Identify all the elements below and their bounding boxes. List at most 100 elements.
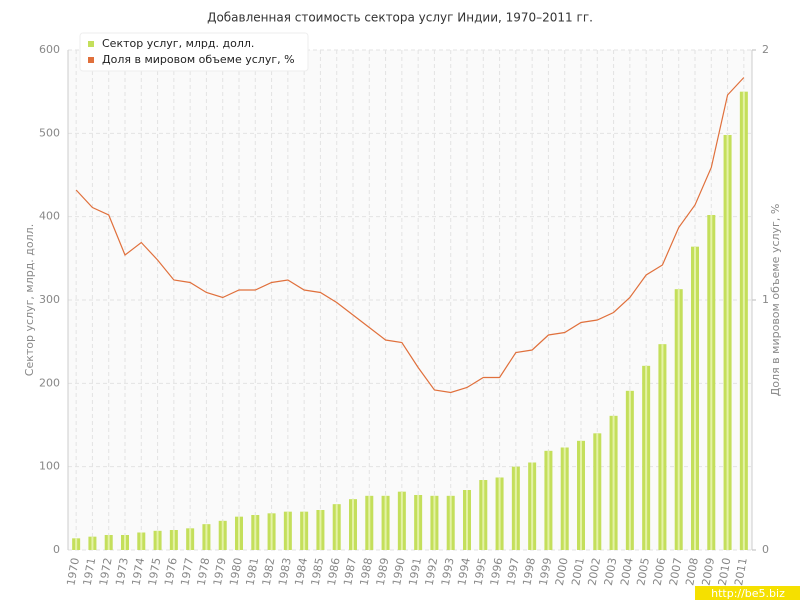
- x-tick-label: 1971: [81, 557, 99, 587]
- bar-highlight: [677, 289, 680, 550]
- bar-highlight: [580, 440, 582, 550]
- legend-box: [79, 32, 309, 72]
- bar-highlight: [352, 499, 354, 550]
- bar-highlight: [498, 477, 501, 550]
- x-tick-label: 2004: [618, 557, 636, 587]
- x-tick-label: 1978: [195, 557, 213, 587]
- x-tick-label: 1984: [292, 557, 310, 587]
- x-tick-label: 1995: [472, 557, 490, 587]
- bar-highlight: [645, 365, 648, 550]
- bar-highlight: [238, 516, 240, 550]
- legend-label: Сектор услуг, млрд. долл.: [102, 37, 254, 50]
- x-tick-label: 1982: [260, 557, 278, 587]
- y2-tick-label: 1: [762, 293, 769, 306]
- x-tick-label: 1972: [97, 557, 115, 587]
- bar-highlight: [75, 538, 78, 550]
- x-tick-label: 1991: [406, 557, 424, 587]
- legend-swatch: [88, 57, 94, 63]
- bar-highlight: [140, 532, 143, 550]
- chart-title: Добавленная стоимость сектора услуг Инди…: [207, 11, 593, 25]
- x-tick-label: 1977: [178, 557, 196, 587]
- bar-highlight: [107, 535, 110, 550]
- y-tick-label: 200: [39, 376, 60, 389]
- y-axis-title: Сектор услуг, млрд. долл.: [23, 224, 36, 376]
- bar-highlight: [433, 495, 436, 550]
- bar-highlight: [531, 462, 534, 550]
- x-tick-label: 1987: [341, 557, 359, 587]
- y-tick-label: 500: [39, 126, 60, 139]
- x-tick-label: 1990: [390, 557, 408, 587]
- x-tick-label: 2000: [553, 557, 571, 587]
- bar-highlight: [270, 513, 273, 550]
- x-tick-label: 2007: [667, 557, 685, 587]
- bar-highlight: [335, 504, 338, 550]
- bar-highlight: [189, 528, 192, 550]
- bar-highlight: [694, 246, 696, 550]
- y-tick-label: 300: [39, 293, 60, 306]
- y-tick-label: 600: [39, 43, 60, 56]
- bar-highlight: [563, 447, 566, 550]
- x-tick-label: 2002: [586, 557, 604, 587]
- watermark-box: [695, 586, 800, 600]
- y2-tick-label: 2: [762, 43, 769, 56]
- x-tick-label: 1986: [325, 557, 343, 587]
- x-tick-label: 1996: [488, 557, 506, 587]
- bar-highlight: [628, 390, 631, 550]
- watermark: http://be5.biz: [711, 587, 785, 600]
- x-tick-label: 1979: [211, 557, 229, 587]
- x-tick-label: 1974: [130, 557, 148, 587]
- bar-highlight: [384, 495, 387, 550]
- bar-highlight: [124, 535, 126, 550]
- bar-highlight: [726, 135, 729, 550]
- x-tick-label: 1980: [227, 557, 245, 587]
- bar-highlight: [156, 530, 159, 550]
- x-tick-label: 2003: [602, 557, 620, 587]
- x-tick-label: 1993: [439, 557, 457, 587]
- x-tick-label: 2011: [732, 557, 750, 587]
- bar-highlight: [400, 491, 403, 550]
- bar-highlight: [91, 536, 94, 550]
- bar-highlight: [417, 495, 420, 550]
- bar-highlight: [482, 480, 485, 550]
- x-tick-label: 2009: [700, 557, 718, 587]
- bar-highlight: [303, 511, 306, 550]
- x-tick-label: 1985: [309, 557, 327, 587]
- bar-highlight: [319, 510, 322, 550]
- bar-highlight: [742, 91, 745, 551]
- bar-highlight: [466, 490, 468, 550]
- x-tick-label: 1975: [146, 557, 164, 587]
- bar-highlight: [254, 515, 257, 550]
- x-tick-label: 2006: [651, 557, 669, 587]
- x-tick-label: 1981: [244, 557, 262, 587]
- bar-highlight: [205, 524, 208, 550]
- x-tick-label: 1973: [113, 557, 131, 587]
- x-tick-label: 1976: [162, 557, 180, 587]
- x-tick-label: 1999: [537, 557, 555, 587]
- bar-highlight: [514, 466, 517, 550]
- x-tick-label: 2005: [634, 557, 652, 587]
- bar-highlight: [547, 450, 550, 550]
- y-tick-label: 0: [53, 543, 60, 556]
- legend-swatch: [88, 41, 94, 47]
- x-tick-label: 2001: [569, 557, 587, 587]
- bar-highlight: [286, 511, 289, 550]
- bar-highlight: [596, 433, 599, 550]
- x-tick-label: 2010: [716, 557, 734, 587]
- bar-highlight: [710, 215, 713, 550]
- x-tick-label: 1994: [455, 557, 473, 587]
- bar-highlight: [449, 495, 452, 550]
- x-tick-label: 2008: [683, 557, 701, 587]
- x-tick-label: 1983: [276, 557, 294, 587]
- y2-tick-label: 0: [762, 543, 769, 556]
- line: [75, 77, 745, 394]
- bar-highlight: [172, 530, 175, 550]
- bar-highlight: [368, 495, 371, 550]
- y-tick-label: 400: [39, 210, 60, 223]
- x-tick-label: 1998: [520, 557, 538, 587]
- bar-highlight: [221, 520, 224, 550]
- x-tick-label: 1970: [64, 557, 82, 587]
- legend-label: Доля в мировом объеме услуг, %: [102, 53, 295, 66]
- y2-axis-title: Доля в мировом объеме услуг, %: [769, 204, 782, 397]
- bar-highlight: [661, 344, 664, 550]
